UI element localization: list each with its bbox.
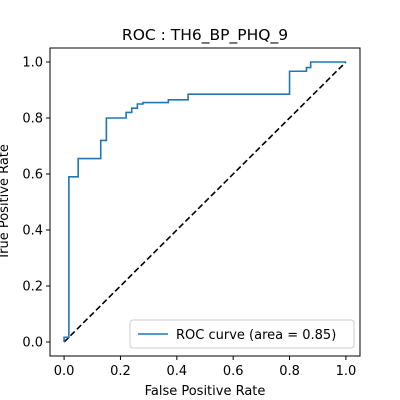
series-layer bbox=[63, 61, 347, 343]
y-tick-label: 0.6 bbox=[22, 168, 43, 183]
x-tick-label: 0.8 bbox=[279, 364, 300, 379]
x-axis: 0.0 0.2 0.4 0.6 0.8 1.0 bbox=[54, 356, 357, 379]
legend: ROC curve (area = 0.85) bbox=[129, 319, 355, 349]
x-tick-label: 0.4 bbox=[166, 364, 187, 379]
x-tick-label: 0.2 bbox=[110, 364, 131, 379]
y-tick-label: 0.2 bbox=[22, 280, 43, 295]
y-tick-label: 0.8 bbox=[22, 112, 43, 127]
plot-area-frame bbox=[49, 47, 361, 357]
chart-title: ROC : TH6_BP_PHQ_9 bbox=[122, 26, 288, 45]
legend-label-roc-curve: ROC curve (area = 0.85) bbox=[176, 328, 336, 343]
legend-box bbox=[129, 319, 355, 349]
y-tick-label: 0.0 bbox=[22, 336, 43, 351]
chance-diagonal-line bbox=[63, 61, 347, 343]
y-tick-label: 1.0 bbox=[22, 56, 43, 71]
x-axis-label: False Positive Rate bbox=[145, 384, 266, 399]
y-tick-label: 0.4 bbox=[22, 224, 43, 239]
y-axis-label: True Positive Rate bbox=[0, 144, 12, 261]
roc-curve-line bbox=[63, 61, 346, 342]
x-tick-label: 0.0 bbox=[54, 364, 75, 379]
x-tick-label: 0.6 bbox=[223, 364, 244, 379]
y-axis: 0.0 0.2 0.4 0.6 0.8 1.0 bbox=[22, 56, 50, 351]
x-tick-label: 1.0 bbox=[336, 364, 357, 379]
